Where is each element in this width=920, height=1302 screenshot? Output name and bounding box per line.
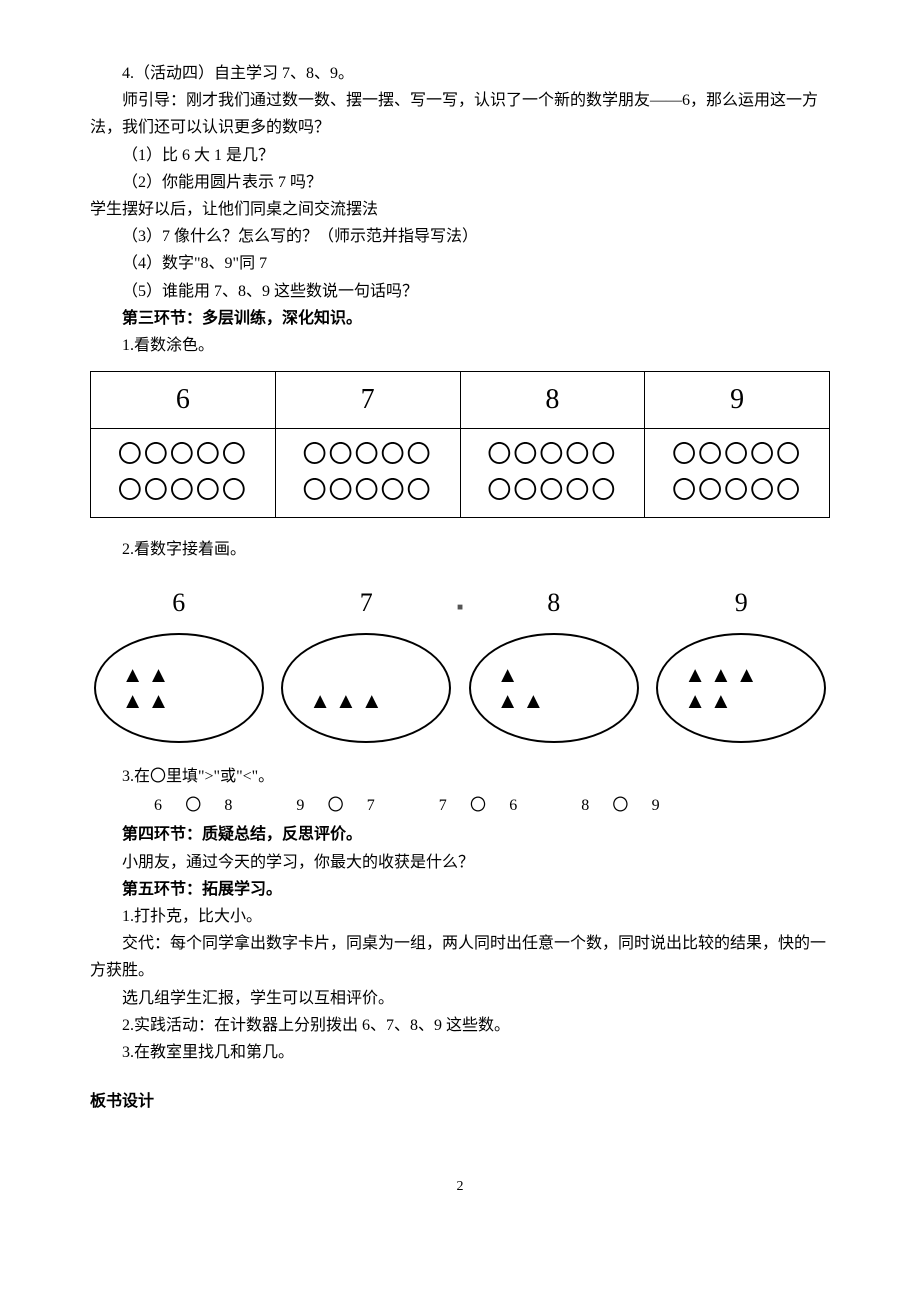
line-3: （1）比 6 大 1 是几？ xyxy=(90,142,830,169)
triangle-icon: ▲ xyxy=(684,690,706,712)
triangle-icon: ▲ xyxy=(736,664,758,686)
triangle-icon: ▲ xyxy=(335,690,357,712)
triangle-icon: ▲ xyxy=(148,664,170,686)
circle-line: 〇〇〇〇〇 xyxy=(465,437,641,473)
oval-num: 6 xyxy=(172,581,185,625)
line-17: 1.打扑克，比大小。 xyxy=(90,903,830,930)
triangle-icon: ▲ xyxy=(122,664,144,686)
th-6: 6 xyxy=(91,372,276,429)
triangle-icon: ▲ xyxy=(684,664,706,686)
cell: 〇〇〇〇〇 〇〇〇〇〇 xyxy=(460,428,645,517)
triangle-icon: ▲ xyxy=(710,690,732,712)
color-table: 6 7 8 9 〇〇〇〇〇 〇〇〇〇〇 〇〇〇〇〇 〇〇〇〇〇 〇〇〇〇〇 〇〇… xyxy=(90,371,830,518)
board-design-title: 板书设计 xyxy=(90,1088,830,1115)
tri-line: ▲ xyxy=(497,664,519,686)
tri-line: ▲▲▲ xyxy=(309,690,382,712)
line-2: 师引导：刚才我们通过数一数、摆一摆、写一写，认识了一个新的数学朋友——6，那么运… xyxy=(90,87,830,141)
oval-row: ■ 6 ▲▲ ▲▲ 7 ▲▲▲ 8 ▲ ▲▲ 9 ▲▲▲ xyxy=(90,581,830,743)
table-header-row: 6 7 8 9 xyxy=(91,372,830,429)
exercise-2-title: 2.看数字接着画。 xyxy=(90,536,830,563)
section-4-title: 第四环节：质疑总结，反思评价。 xyxy=(90,821,830,848)
cell: 〇〇〇〇〇 〇〇〇〇〇 xyxy=(91,428,276,517)
th-7: 7 xyxy=(275,372,460,429)
line-6: （3）7 像什么？怎么写的？（师示范并指导写法） xyxy=(90,223,830,250)
tri-line: ▲▲ xyxy=(122,690,170,712)
oval-item-8: 8 ▲ ▲▲ xyxy=(465,581,643,743)
circle-line: 〇〇〇〇〇 xyxy=(649,437,825,473)
oval-num: 9 xyxy=(735,581,748,625)
circle-line: 〇〇〇〇〇 xyxy=(465,473,641,509)
table-circle-row: 〇〇〇〇〇 〇〇〇〇〇 〇〇〇〇〇 〇〇〇〇〇 〇〇〇〇〇 〇〇〇〇〇 〇〇〇〇… xyxy=(91,428,830,517)
oval-item-7: 7 ▲▲▲ xyxy=(277,581,455,743)
triangle-icon: ▲ xyxy=(148,690,170,712)
cell: 〇〇〇〇〇 〇〇〇〇〇 xyxy=(275,428,460,517)
triangle-icon: ▲ xyxy=(523,690,545,712)
section-3-title: 第三环节：多层训练，深化知识。 xyxy=(90,305,830,332)
oval-shape: ▲▲▲ xyxy=(281,633,451,743)
oval-shape: ▲▲ ▲▲ xyxy=(94,633,264,743)
oval-shape: ▲ ▲▲ xyxy=(469,633,639,743)
oval-num: 8 xyxy=(547,581,560,625)
circle-line: 〇〇〇〇〇 xyxy=(649,473,825,509)
tri-line: ▲▲ xyxy=(684,690,732,712)
exercise-1-title: 1.看数涂色。 xyxy=(90,332,830,359)
line-19: 选几组学生汇报，学生可以互相评价。 xyxy=(90,985,830,1012)
line-5: 学生摆好以后，让他们同桌之间交流摆法 xyxy=(90,196,830,223)
compare-line: 6 〇 8 9 〇 7 7 〇 6 8 〇 9 xyxy=(154,792,830,819)
triangle-icon: ▲ xyxy=(497,690,519,712)
oval-item-9: 9 ▲▲▲ ▲▲ xyxy=(652,581,830,743)
circle-line: 〇〇〇〇〇 xyxy=(95,437,271,473)
line-7: （4）数字"8、9"同 7 xyxy=(90,250,830,277)
triangle-icon: ▲ xyxy=(497,664,519,686)
page-content: 4.（活动四）自主学习 7、8、9。 师引导：刚才我们通过数一数、摆一摆、写一写… xyxy=(90,60,830,1199)
triangle-icon: ▲ xyxy=(361,690,383,712)
triangle-icon: ▲ xyxy=(309,690,331,712)
line-4: （2）你能用圆片表示 7 吗？ xyxy=(90,169,830,196)
oval-item-6: 6 ▲▲ ▲▲ xyxy=(90,581,268,743)
oval-num: 7 xyxy=(360,581,373,625)
line-8: （5）谁能用 7、8、9 这些数说一句话吗？ xyxy=(90,278,830,305)
triangle-icon: ▲ xyxy=(122,690,144,712)
line-21: 3.在教室里找几和第几。 xyxy=(90,1039,830,1066)
tri-line: ▲▲ xyxy=(497,690,545,712)
exercise-3-title: 3.在〇里填">"或"<"。 xyxy=(90,763,830,790)
page-number: 2 xyxy=(90,1175,830,1199)
cell: 〇〇〇〇〇 〇〇〇〇〇 xyxy=(645,428,830,517)
line-20: 2.实践活动：在计数器上分别拨出 6、7、8、9 这些数。 xyxy=(90,1012,830,1039)
tri-line: ▲▲ xyxy=(122,664,170,686)
line-1: 4.（活动四）自主学习 7、8、9。 xyxy=(90,60,830,87)
line-15: 小朋友，通过今天的学习，你最大的收获是什么？ xyxy=(90,849,830,876)
th-8: 8 xyxy=(460,372,645,429)
th-9: 9 xyxy=(645,372,830,429)
circle-line: 〇〇〇〇〇 xyxy=(95,473,271,509)
center-marker: ■ xyxy=(457,599,463,616)
line-18: 交代：每个同学拿出数字卡片，同桌为一组，两人同时出任意一个数，同时说出比较的结果… xyxy=(90,930,830,984)
tri-line: ▲▲▲ xyxy=(684,664,757,686)
triangle-icon: ▲ xyxy=(710,664,732,686)
circle-line: 〇〇〇〇〇 xyxy=(280,473,456,509)
circle-line: 〇〇〇〇〇 xyxy=(280,437,456,473)
section-5-title: 第五环节：拓展学习。 xyxy=(90,876,830,903)
oval-shape: ▲▲▲ ▲▲ xyxy=(656,633,826,743)
